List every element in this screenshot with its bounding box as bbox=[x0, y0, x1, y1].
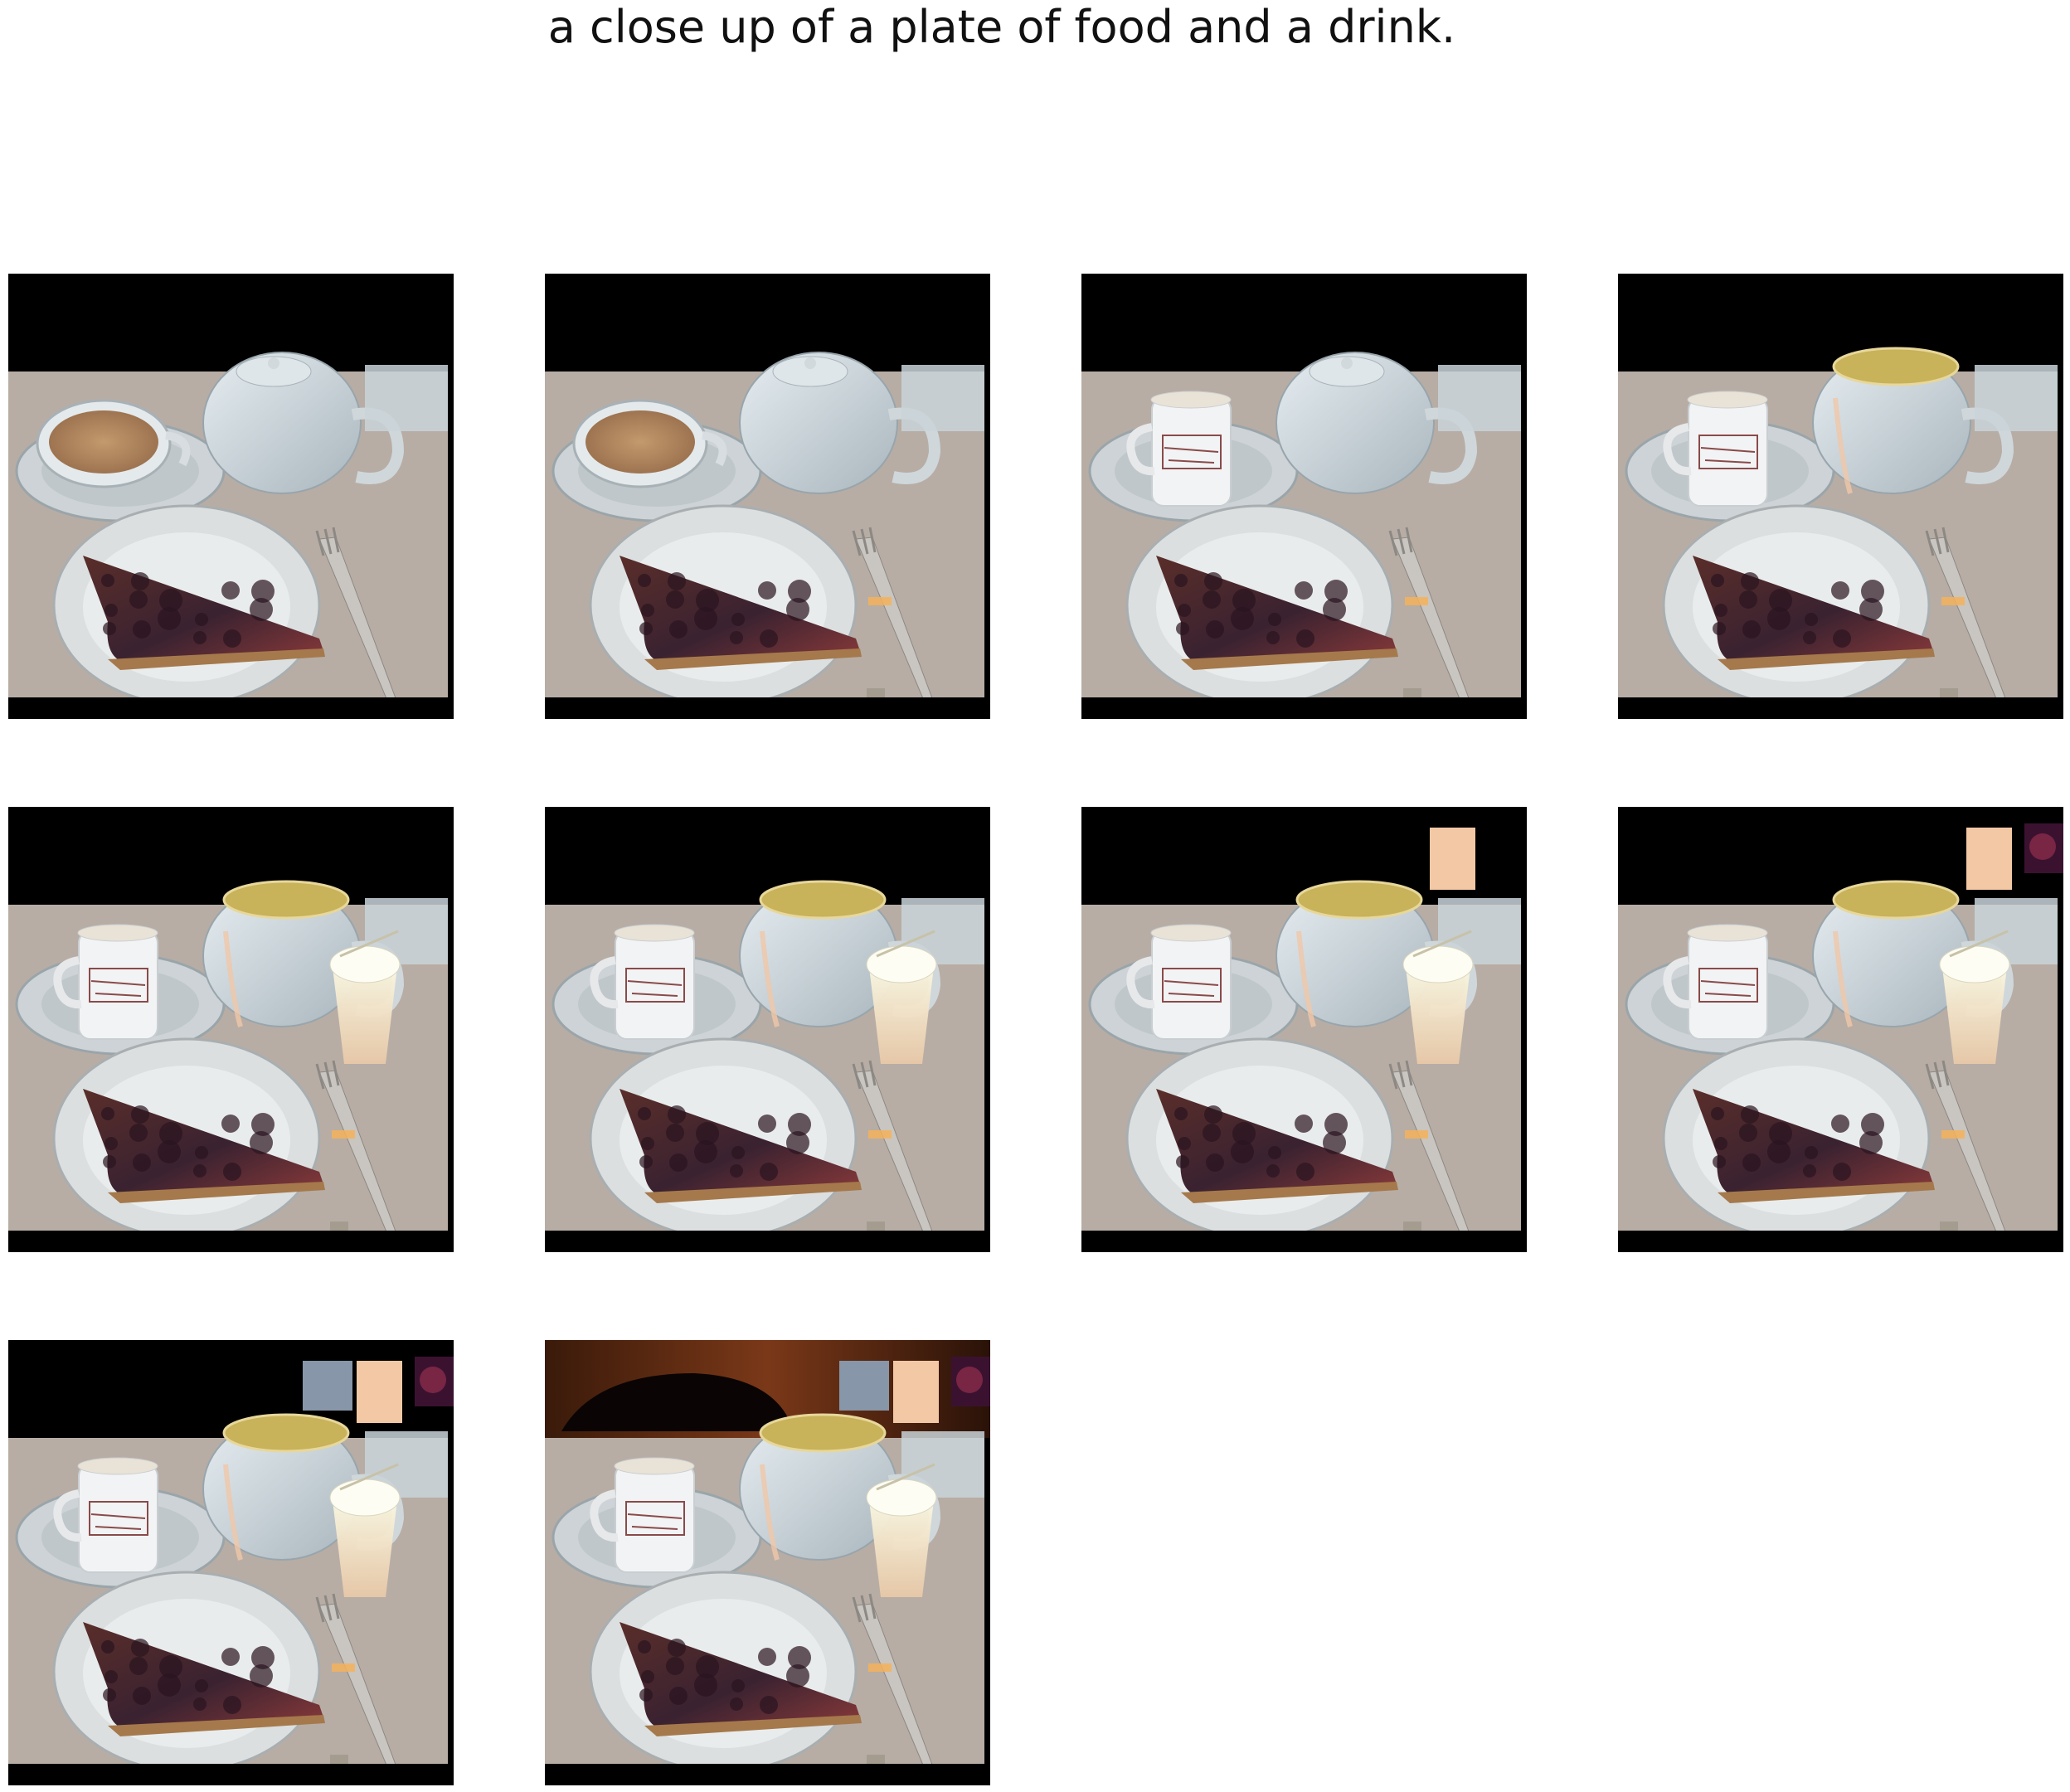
caption: a close up of a plate of food and a drin… bbox=[547, 1, 1456, 53]
generated-image-1 bbox=[8, 274, 454, 719]
generated-image-7 bbox=[1081, 807, 1527, 1252]
generated-image-4 bbox=[1618, 274, 2063, 719]
generated-image-5 bbox=[8, 807, 454, 1252]
generated-image-6 bbox=[545, 807, 990, 1252]
generated-image-8 bbox=[1618, 807, 2063, 1252]
generated-image-2 bbox=[545, 274, 990, 719]
generated-image-3 bbox=[1081, 274, 1527, 719]
generated-image-10 bbox=[545, 1340, 990, 1785]
generated-image-9 bbox=[8, 1340, 454, 1785]
